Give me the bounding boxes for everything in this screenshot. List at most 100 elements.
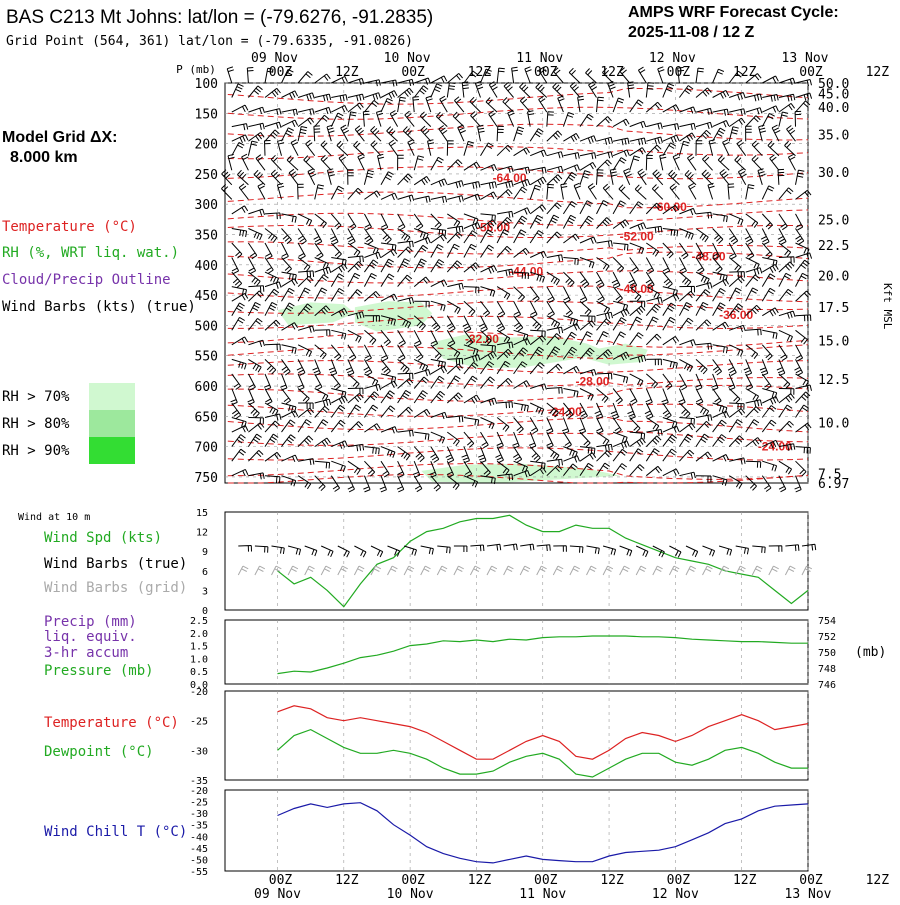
grid-wind-barb	[420, 565, 431, 576]
wind-barb	[314, 266, 332, 275]
wind-barb	[430, 315, 441, 332]
pressure-tick-label: 300	[195, 198, 218, 213]
wind-barb	[314, 184, 325, 200]
wind-barb	[688, 182, 697, 200]
wind-barb	[397, 359, 410, 374]
wind-barb	[579, 446, 596, 455]
wind-barb	[761, 475, 772, 492]
wind-barb	[513, 470, 531, 478]
wind-barb	[320, 140, 332, 157]
wind-barb	[330, 213, 342, 230]
isotherm-line	[227, 430, 809, 446]
wind-barb	[430, 365, 448, 375]
wind-barb	[563, 402, 574, 419]
wind-barb	[646, 136, 663, 145]
wind-barb	[734, 155, 747, 171]
wind-barb	[695, 402, 710, 417]
wind-barb	[386, 126, 398, 142]
wind-barb	[446, 375, 461, 389]
wind-barb	[446, 475, 460, 491]
wind-barb	[314, 419, 329, 433]
wind-barb	[380, 315, 396, 326]
wind-barb	[728, 408, 746, 418]
model-grid-label: Model Grid ΔX:	[2, 129, 118, 146]
panel-tick-label: 0	[202, 606, 208, 617]
wind-barb	[762, 329, 778, 340]
wind-barb	[546, 300, 555, 318]
wind-barb	[248, 402, 260, 418]
wind-barb	[529, 335, 547, 346]
wind-barb	[563, 455, 580, 463]
grid-wind-barb	[519, 565, 531, 576]
wind-barb	[396, 475, 405, 493]
wind-barb	[281, 271, 297, 281]
wind-barb	[745, 419, 760, 433]
wind-barb	[629, 316, 643, 331]
wind-barb	[795, 422, 812, 433]
wind-barb	[596, 450, 612, 462]
wind-barb	[248, 339, 265, 348]
wind-barb	[281, 228, 292, 245]
wind-barb	[247, 301, 261, 316]
wind-speed-panel: 0 3 6 9 12 15	[196, 508, 817, 617]
wind-barb	[231, 142, 245, 156]
isotherm-line	[227, 87, 809, 105]
forecast-cycle-label: AMPS WRF Forecast Cycle:	[628, 4, 839, 21]
pressure-tick-label: 750	[195, 471, 218, 486]
wind-barb	[662, 123, 680, 131]
wind-barb	[778, 310, 796, 319]
pressure-axis-label: P (mb)	[176, 63, 216, 76]
wind-barb	[563, 365, 580, 375]
wind-barb	[480, 431, 489, 449]
wind-barb	[645, 373, 658, 389]
wind-barb	[430, 178, 448, 187]
wind-barb	[778, 187, 794, 200]
wind-barb	[446, 140, 454, 156]
wind-barb	[463, 230, 478, 244]
wind-barb	[446, 330, 456, 347]
panel-frame	[224, 690, 809, 781]
wind-barb	[435, 111, 448, 127]
wind-barb	[695, 121, 713, 130]
wind-barb	[397, 389, 411, 404]
surface-wind-barb	[635, 545, 649, 558]
wind-barb	[314, 106, 332, 115]
pressure-tick-label: 150	[195, 107, 218, 122]
wind-barb	[438, 125, 448, 142]
wind-barb	[281, 119, 299, 128]
wind-barb	[578, 417, 587, 435]
wind-barb	[619, 67, 631, 84]
wind-barb	[745, 184, 755, 200]
wind-barb	[248, 318, 263, 331]
wind-barb	[496, 348, 513, 360]
bottom-date-label: 11 Nov	[519, 887, 566, 900]
wind-barb	[231, 242, 243, 259]
wind-barb	[629, 99, 644, 113]
wind-barb	[430, 446, 440, 463]
wind-barb	[263, 373, 272, 391]
wind-barb	[712, 359, 722, 376]
wind-barb	[745, 287, 759, 302]
wind-barb	[281, 69, 294, 84]
wind-barb	[579, 200, 593, 215]
wind-barb	[446, 243, 460, 258]
wind-barb	[563, 323, 580, 331]
wind-barb	[430, 156, 444, 171]
wind-barb	[679, 132, 696, 142]
wind-barb	[761, 242, 773, 259]
wind-barb	[546, 333, 562, 346]
wind-barb	[314, 405, 330, 418]
wind-barb	[513, 247, 530, 258]
wind-barb	[612, 97, 625, 113]
rh-legend-label: RH > 90%	[2, 443, 70, 459]
bottom-date-label: 09 Nov	[254, 887, 301, 900]
wind-barb	[645, 448, 660, 462]
wind-barb	[513, 147, 530, 157]
top-date-label: 09 Nov	[251, 51, 298, 66]
wind-barb	[629, 388, 638, 405]
wind-barb	[778, 256, 795, 263]
wind-barb	[297, 108, 315, 116]
wind-barb	[629, 437, 646, 448]
wind-barb	[623, 168, 632, 186]
wind-barb	[596, 417, 604, 435]
